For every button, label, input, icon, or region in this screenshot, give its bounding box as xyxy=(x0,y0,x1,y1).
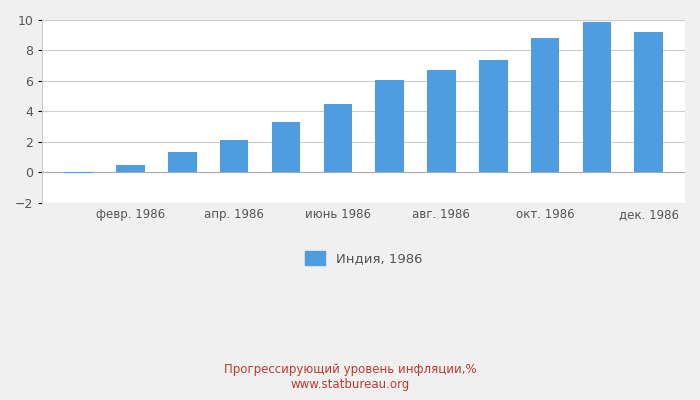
Bar xyxy=(220,140,248,172)
Bar xyxy=(634,32,663,172)
Bar xyxy=(116,164,145,172)
Bar xyxy=(272,122,300,172)
Bar xyxy=(582,22,611,172)
Text: www.statbureau.org: www.statbureau.org xyxy=(290,378,410,391)
Bar xyxy=(168,152,197,172)
Bar xyxy=(64,172,93,173)
Bar xyxy=(479,60,507,172)
Bar xyxy=(427,70,456,172)
Bar xyxy=(323,104,352,172)
Legend: Индия, 1986: Индия, 1986 xyxy=(305,251,422,265)
Bar xyxy=(375,80,404,172)
Bar xyxy=(531,38,559,172)
Text: Прогрессирующий уровень инфляции,%: Прогрессирующий уровень инфляции,% xyxy=(224,364,476,376)
